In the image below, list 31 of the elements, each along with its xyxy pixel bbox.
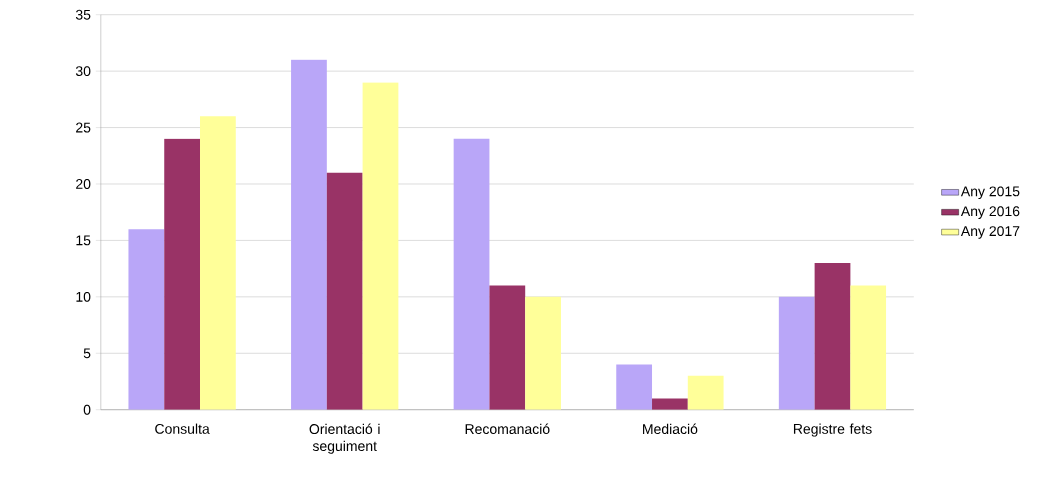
y-tick-label: 5 xyxy=(83,348,91,359)
bar xyxy=(291,59,327,410)
bar xyxy=(525,296,561,410)
y-tick-label: 35 xyxy=(75,9,91,20)
y-tick-label: 30 xyxy=(75,66,91,77)
bar xyxy=(128,229,165,410)
x-tick-label: Consulta xyxy=(155,423,210,434)
bar xyxy=(164,138,201,410)
y-tick-label: 15 xyxy=(76,235,91,246)
x-tick-label: Orientació i seguiment xyxy=(309,423,380,454)
x-tick-label: Mediació xyxy=(643,423,698,435)
bar xyxy=(778,296,815,410)
y-tick-label: 25 xyxy=(76,122,91,133)
legend-label: Any 2017 xyxy=(960,226,1020,239)
bar xyxy=(326,172,363,410)
y-tick-label: 10 xyxy=(76,291,91,302)
bar xyxy=(850,285,887,410)
bar xyxy=(814,262,851,410)
bar xyxy=(616,364,653,410)
bar xyxy=(362,82,399,410)
y-tick-label: 20 xyxy=(76,179,91,189)
bar xyxy=(489,285,526,410)
bar xyxy=(652,398,688,410)
x-tick-label: Recomanació xyxy=(465,423,550,435)
bar xyxy=(453,138,490,410)
y-tick-label: 0 xyxy=(83,404,91,415)
bar xyxy=(687,375,724,410)
legend-label: Any 2016 xyxy=(960,206,1020,219)
bar xyxy=(200,116,236,410)
legend-label: Any 2015 xyxy=(960,186,1020,200)
x-tick-label: Registre fets xyxy=(793,423,872,437)
